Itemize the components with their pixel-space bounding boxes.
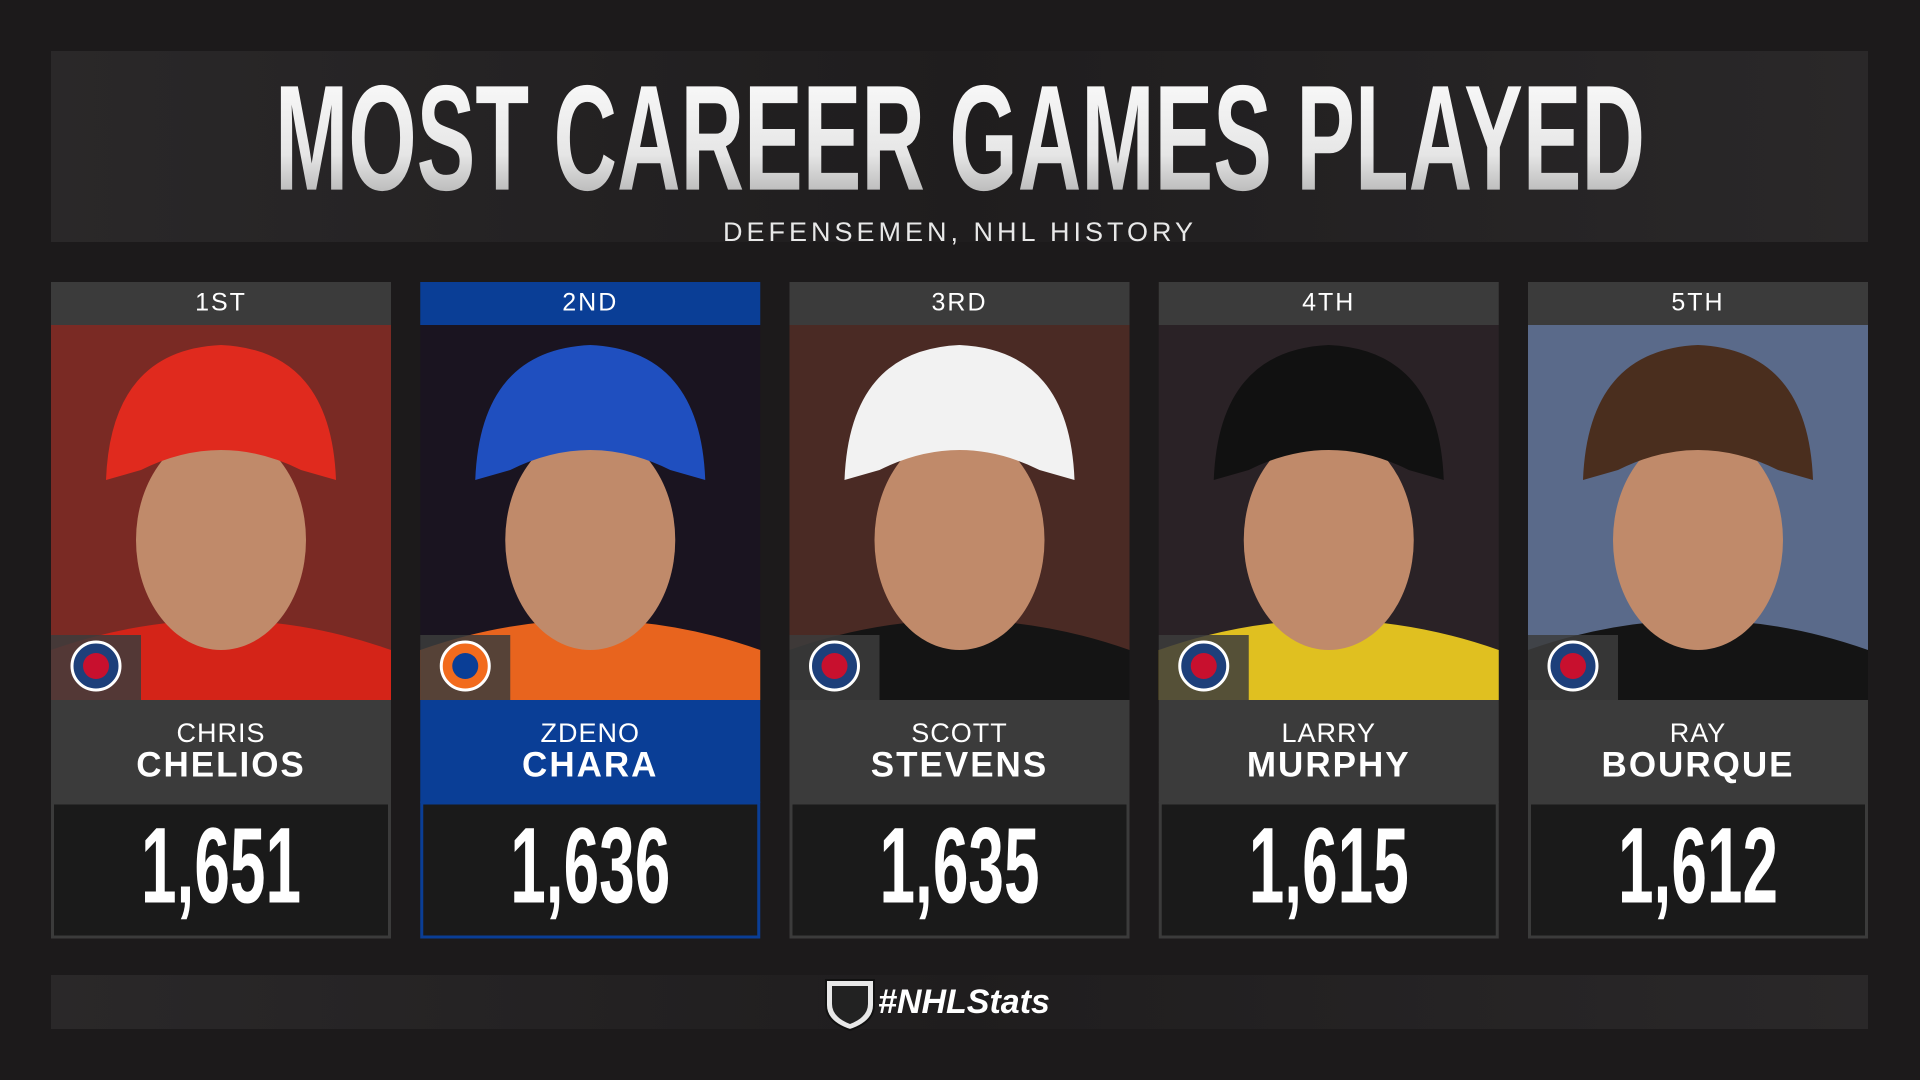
last-name: BOURQUE <box>1602 745 1795 784</box>
name-band <box>420 700 761 803</box>
games: 1,651 <box>141 805 301 926</box>
photo-helmet <box>844 345 1075 480</box>
photo-helmet <box>106 345 336 480</box>
rank: 5TH <box>1671 289 1724 317</box>
badge-logo-inner <box>452 653 479 679</box>
name-band <box>1158 700 1499 803</box>
rank: 4TH <box>1302 289 1355 317</box>
footer-band <box>51 975 1868 1029</box>
badge-logo-inner <box>83 653 109 679</box>
games-box <box>1528 801 1868 939</box>
first-name: ZDENO <box>541 718 641 748</box>
photo-helmet <box>1583 345 1813 480</box>
rank: 1ST <box>195 289 247 317</box>
games: 1,636 <box>510 805 670 926</box>
last-name: CHELIOS <box>136 745 306 784</box>
first-name: LARRY <box>1281 718 1376 748</box>
games-box <box>51 801 391 939</box>
games-box <box>1158 801 1499 939</box>
first-name: SCOTT <box>911 718 1008 748</box>
photo-face <box>136 430 306 650</box>
last-name: CHARA <box>522 745 658 784</box>
badge-logo-inner <box>1190 653 1217 679</box>
subtitle: DEFENSEMEN, NHL HISTORY <box>723 217 1197 247</box>
rank-band <box>51 282 391 325</box>
name-band <box>789 700 1130 803</box>
badge-logo-inner <box>821 653 848 679</box>
games: 1,635 <box>880 805 1040 926</box>
badge-logo-inner <box>1560 653 1586 679</box>
rank: 2ND <box>562 289 618 317</box>
rank-band <box>420 282 761 325</box>
first-name: CHRIS <box>176 718 265 748</box>
hashtag: #NHLStats <box>878 983 1050 1021</box>
games-box <box>420 801 761 939</box>
games: 1,615 <box>1249 805 1409 926</box>
last-name: MURPHY <box>1247 745 1411 784</box>
last-name: STEVENS <box>871 745 1048 784</box>
rank: 3RD <box>931 289 987 317</box>
title-band <box>51 51 1868 242</box>
rank-band <box>1158 282 1499 325</box>
games: 1,612 <box>1618 805 1778 926</box>
photo-helmet <box>475 345 706 480</box>
photo-face <box>874 430 1045 650</box>
photo-face <box>505 430 676 650</box>
photo-face <box>1243 430 1414 650</box>
rank-band <box>1528 282 1868 325</box>
rank-band <box>789 282 1130 325</box>
nhl-shield <box>825 979 875 1032</box>
name-band <box>51 700 391 803</box>
first-name: RAY <box>1670 718 1727 748</box>
photo-face <box>1613 430 1783 650</box>
name-band <box>1528 700 1868 803</box>
games-box <box>789 801 1130 939</box>
title: MOST CAREER GAMES PLAYED <box>275 54 1645 222</box>
photo-helmet <box>1213 345 1444 480</box>
